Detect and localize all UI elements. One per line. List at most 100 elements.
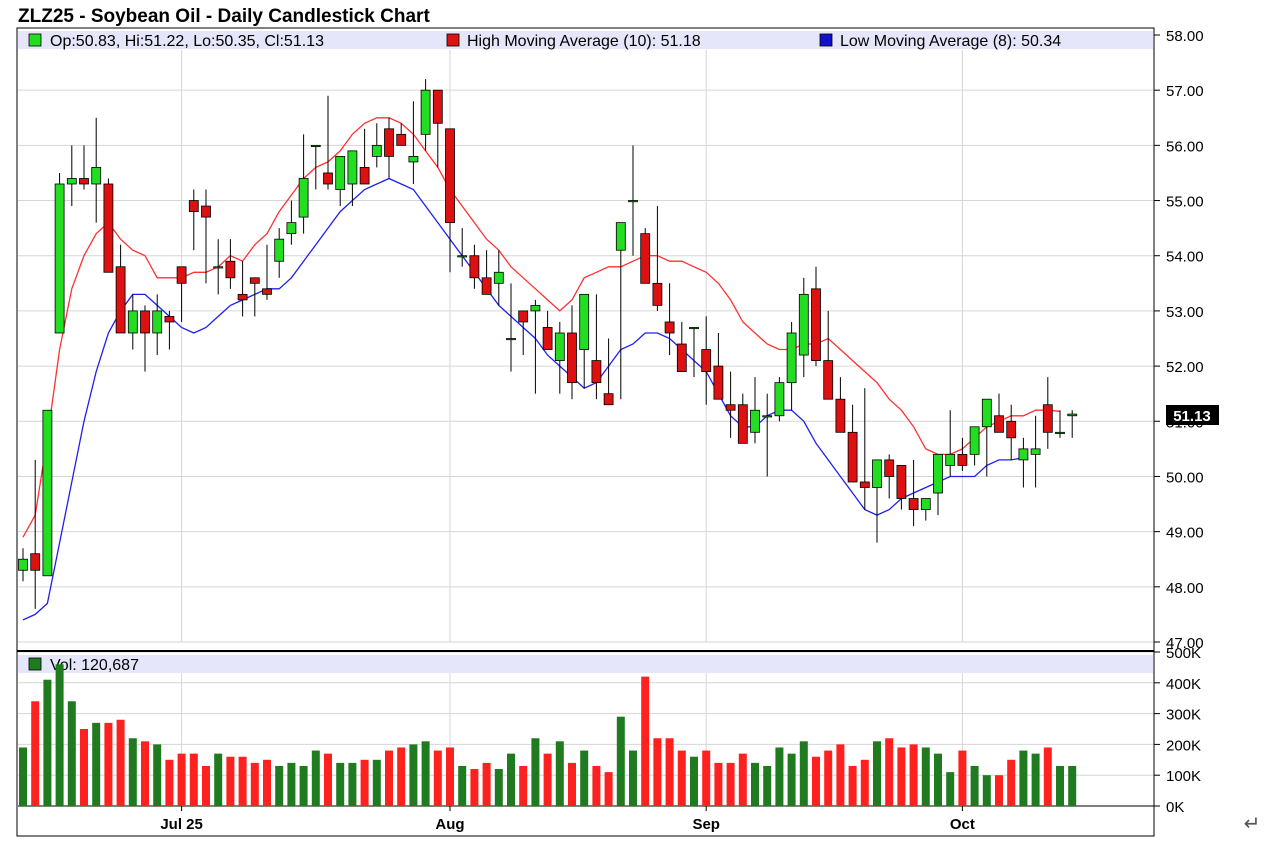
candle-body-down xyxy=(603,393,614,406)
candle-body-down xyxy=(725,404,736,411)
candle-body-down xyxy=(225,260,236,279)
candle-body-up xyxy=(786,332,797,384)
volume-bar xyxy=(787,753,796,806)
candle-body-up xyxy=(274,238,285,262)
ohlc-legend-text: Op:50.83, Hi:51.22, Lo:50.35, Cl:51.13 xyxy=(50,33,324,50)
candle-body-up xyxy=(1018,448,1029,461)
candle-body-up xyxy=(628,200,638,203)
candle-body-down xyxy=(884,459,895,477)
x-tick-label: Oct xyxy=(950,816,975,833)
volume-bar xyxy=(299,765,308,806)
volume-tick-label: 400K xyxy=(1166,676,1201,693)
price-tick-label: 49.00 xyxy=(1166,525,1204,542)
volume-bar xyxy=(568,762,576,806)
up-candle-legend-icon xyxy=(28,33,42,47)
candle-body-up xyxy=(689,327,699,330)
candle-body-down xyxy=(201,205,211,218)
volume-bar xyxy=(494,769,503,806)
candle-body-down xyxy=(652,282,663,306)
volume-bar xyxy=(799,741,808,806)
candle-body-down xyxy=(896,465,907,499)
volume-bar xyxy=(616,716,625,806)
volume-bar xyxy=(67,701,76,806)
volume-bar xyxy=(1068,765,1077,806)
volume-bar xyxy=(726,762,735,806)
volume-bar xyxy=(763,765,772,806)
volume-bar xyxy=(921,747,930,806)
candle-body-down xyxy=(481,277,492,295)
x-tick-label: Sep xyxy=(692,816,720,833)
volume-layer xyxy=(19,664,1077,806)
volume-bar xyxy=(702,750,711,806)
candle-body-up xyxy=(298,178,309,218)
candle-body-down xyxy=(994,415,1004,433)
candle-body-down xyxy=(396,133,407,146)
price-tick-label: 58.00 xyxy=(1166,28,1204,45)
candle-body-up xyxy=(1067,413,1078,417)
volume-bar xyxy=(226,756,235,806)
volume-bar xyxy=(946,772,955,806)
candle-body-down xyxy=(701,349,712,373)
candle-body-up xyxy=(920,498,931,510)
high-ma-legend-text: High Moving Average (10): 51.18 xyxy=(467,33,701,50)
volume-bar xyxy=(433,750,442,806)
volume-bar xyxy=(238,756,247,806)
candle-body-down xyxy=(79,178,89,185)
candle-body-down xyxy=(664,321,675,334)
candle-body-down xyxy=(835,398,846,433)
volume-bar xyxy=(824,750,833,806)
candle-body-up xyxy=(18,558,28,571)
candle-body-up xyxy=(213,266,224,269)
candle-body-up xyxy=(933,453,943,494)
volume-bar xyxy=(580,750,589,806)
volume-bar xyxy=(885,738,894,806)
candle-body-down xyxy=(1042,404,1053,433)
volume-legend-icon xyxy=(28,657,42,671)
candle-body-down xyxy=(908,498,919,510)
candle-body-up xyxy=(945,453,956,466)
candle-body-up xyxy=(91,167,102,185)
volume-bar xyxy=(653,738,662,806)
high-ma-legend-icon xyxy=(446,33,460,47)
volume-bar xyxy=(458,765,467,806)
volume-bar xyxy=(934,753,942,806)
candle-body-down xyxy=(713,365,724,400)
volume-bar xyxy=(665,738,674,806)
volume-bar xyxy=(31,701,40,806)
candle-body-down xyxy=(359,167,370,185)
candle-body-down xyxy=(469,255,480,279)
candle-body-up xyxy=(66,178,77,185)
candle-body-up xyxy=(457,255,468,258)
candle-body-down xyxy=(164,316,175,323)
volume-bar xyxy=(543,753,552,806)
volume-bar xyxy=(873,741,881,806)
low-ma-legend-icon xyxy=(819,33,833,47)
volume-bar xyxy=(128,738,137,806)
volume-bar xyxy=(214,753,223,806)
candle-body-up xyxy=(762,415,773,418)
candle-body-up xyxy=(286,222,297,235)
volume-bar xyxy=(1007,759,1016,806)
volume-bar xyxy=(482,762,491,806)
candle-body-up xyxy=(371,144,382,157)
candle-body-up xyxy=(530,304,541,312)
price-tick-label: 52.00 xyxy=(1166,359,1204,376)
volume-bar xyxy=(397,747,406,806)
volume-bar xyxy=(202,765,210,806)
candle-body-up xyxy=(493,271,504,284)
volume-bar xyxy=(738,753,747,806)
volume-bar xyxy=(1019,750,1028,806)
price-legend-bar xyxy=(18,31,1153,49)
volume-bar xyxy=(177,753,186,806)
candle-body-up xyxy=(750,409,760,433)
volume-tick-label: 100K xyxy=(1166,768,1201,785)
volume-bar xyxy=(848,765,857,806)
volume-bar xyxy=(641,676,650,806)
last-price-label-bg xyxy=(1166,405,1219,425)
candle-body-down xyxy=(847,431,858,483)
x-tick-label: Aug xyxy=(435,816,464,833)
volume-legend-bar xyxy=(18,655,1153,673)
candle-body-up xyxy=(872,459,882,488)
volume-bar xyxy=(958,750,967,806)
candle-body-down xyxy=(957,453,968,466)
